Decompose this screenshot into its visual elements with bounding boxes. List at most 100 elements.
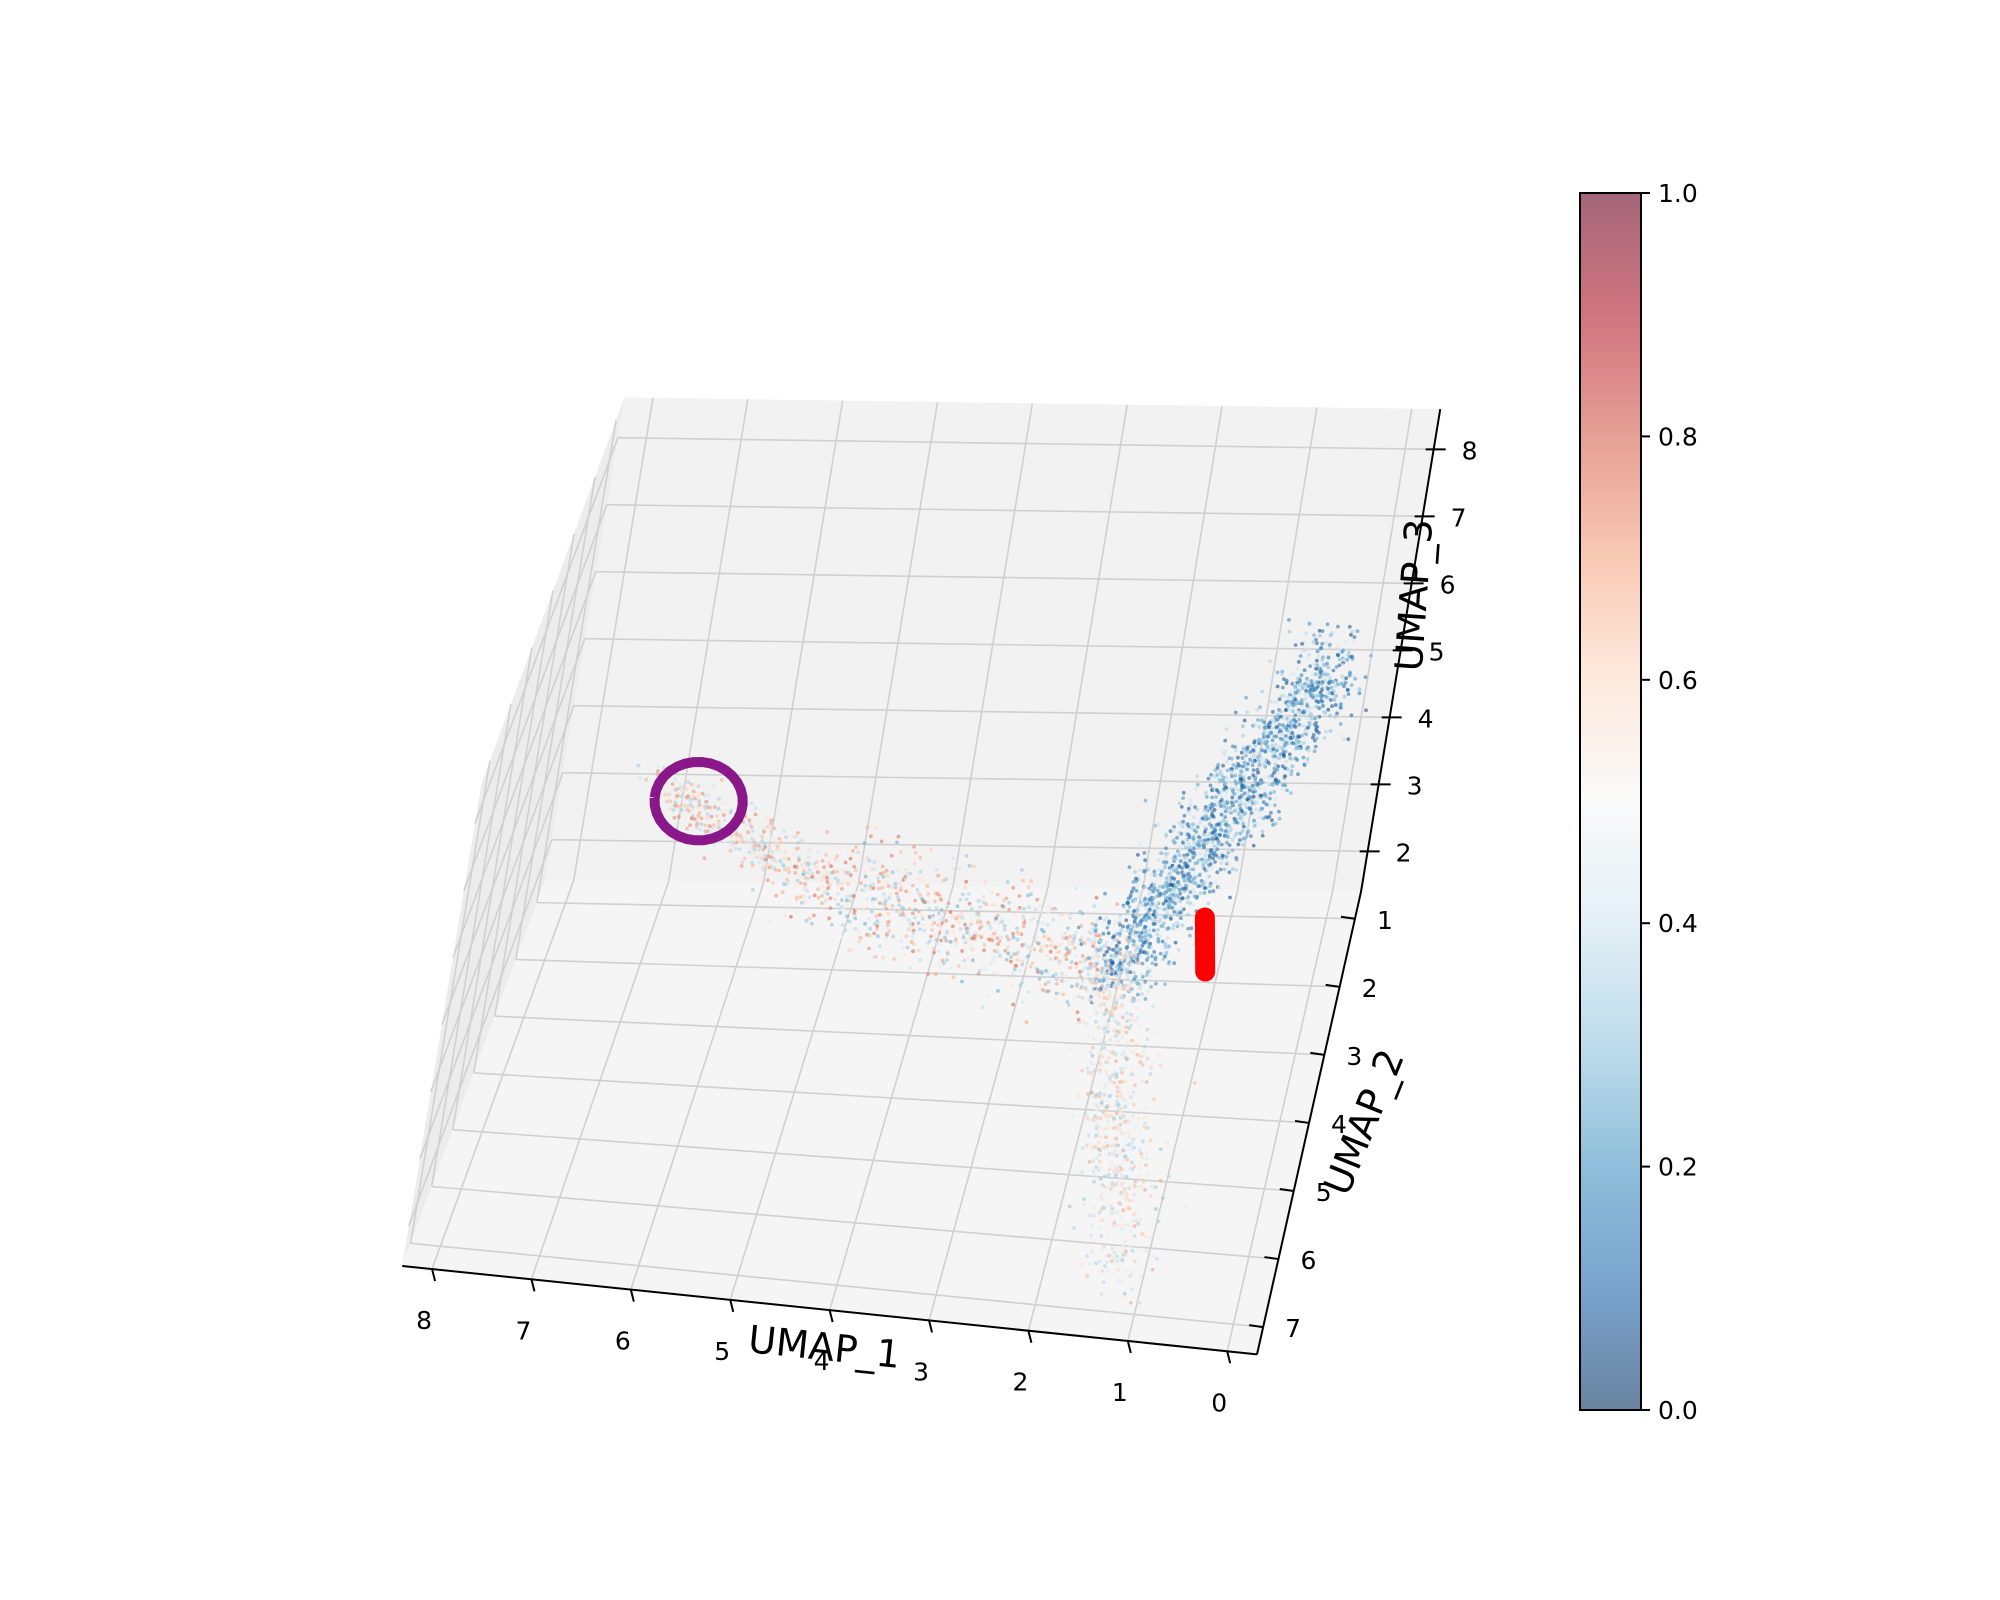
scatter-point [1164,880,1169,885]
scatter-point [1098,1194,1103,1198]
scatter-point [1150,879,1154,883]
scatter-point [963,906,968,911]
scatter-point [976,899,981,903]
scatter-point [1198,891,1203,896]
scatter-point [1119,1216,1124,1221]
scatter-point [848,856,853,861]
scatter-point [804,823,809,827]
scatter-point [1241,821,1245,826]
scatter-point [1134,1218,1139,1223]
scatter-point [1066,926,1070,931]
scatter-point [1143,1234,1148,1239]
scatter-point [1126,1039,1131,1043]
scatter-point [1201,864,1206,869]
scatter-point [1026,954,1031,958]
scatter-point [1320,682,1325,687]
scatter-point [1083,1118,1088,1123]
scatter-point [1115,959,1120,963]
scatter-point [1132,1234,1137,1239]
scatter-point [1038,983,1043,988]
scatter-point [1340,674,1345,679]
scatter-point [1258,705,1262,710]
scatter-point [1039,945,1044,950]
scatter-point [988,961,992,966]
scatter-point [1276,771,1280,775]
scatter-point [1237,803,1242,808]
scatter-point [1345,657,1349,662]
scatter-point [1002,927,1007,932]
scatter-point [1151,912,1156,917]
scatter-point [1307,720,1311,725]
scatter-point [1286,768,1291,773]
scatter-point [1278,736,1283,741]
scatter-point [1123,935,1128,940]
scatter-point [830,871,834,875]
scatter-point [1128,1018,1133,1022]
scatter-point [847,919,852,924]
scatter-point [1094,1019,1098,1024]
scatter-point [1114,943,1119,948]
scatter-point [905,872,909,876]
scatter-point [1082,977,1087,981]
scatter-point [1148,1072,1153,1076]
scatter-point [1274,734,1279,739]
scatter-point [753,806,758,811]
scatter-point [1218,769,1223,773]
scatter-point [1140,1155,1145,1160]
scatter-point [1255,792,1260,797]
scatter-point [1138,1060,1143,1064]
scatter-point [1304,685,1309,690]
scatter-point [994,902,999,906]
scatter-point [1140,935,1144,939]
scatter-point [1107,1311,1112,1316]
scatter-point [820,859,825,863]
scatter-point [1213,828,1218,833]
scatter-point [815,858,819,863]
scatter-point [1125,909,1130,913]
y-tick-label: 3 [1346,1042,1362,1071]
scatter-point [904,880,908,885]
scatter-point [1065,1000,1070,1004]
scatter-point [1137,1161,1142,1166]
scatter-point [1052,968,1057,972]
scatter-point [1327,691,1332,695]
scatter-point [1098,1134,1103,1139]
scatter-point [1344,676,1349,680]
scatter-point [957,920,961,925]
x-axis-tick [1226,1351,1232,1364]
scatter-point [774,893,778,898]
scatter-point [1259,718,1264,723]
scatter-point [1205,848,1210,853]
scatter-point [1190,826,1195,831]
scatter-point [1123,1222,1127,1227]
scatter-point [1044,953,1049,958]
scatter-point [990,903,995,907]
scatter-point [1270,738,1275,743]
scatter-point [1099,1100,1104,1105]
scatter-point [1234,748,1238,753]
scatter-point [1239,793,1244,798]
scatter-point [1249,834,1253,838]
scatter-point [766,854,771,859]
scatter-point [1103,1012,1107,1016]
scatter-point [1091,1062,1096,1066]
scatter-point [694,825,699,830]
scatter-point [1179,805,1184,809]
scatter-point [747,850,752,854]
scatter-point [777,868,781,873]
scatter-point [674,806,678,811]
scatter-point [1213,768,1218,772]
scatter-point [1202,891,1207,895]
scatter-point [1279,709,1283,714]
scatter-point [1254,807,1258,812]
scatter-point [960,892,965,897]
scatter-point [1114,1153,1119,1158]
scatter-point [1239,799,1243,804]
scatter-point [1186,806,1191,811]
scatter-point [1310,673,1315,677]
scatter-point [1311,640,1316,645]
scatter-point [1167,871,1172,876]
scatter-point [1216,839,1221,843]
scatter-point [872,922,877,926]
highlight-markers [649,757,1216,982]
